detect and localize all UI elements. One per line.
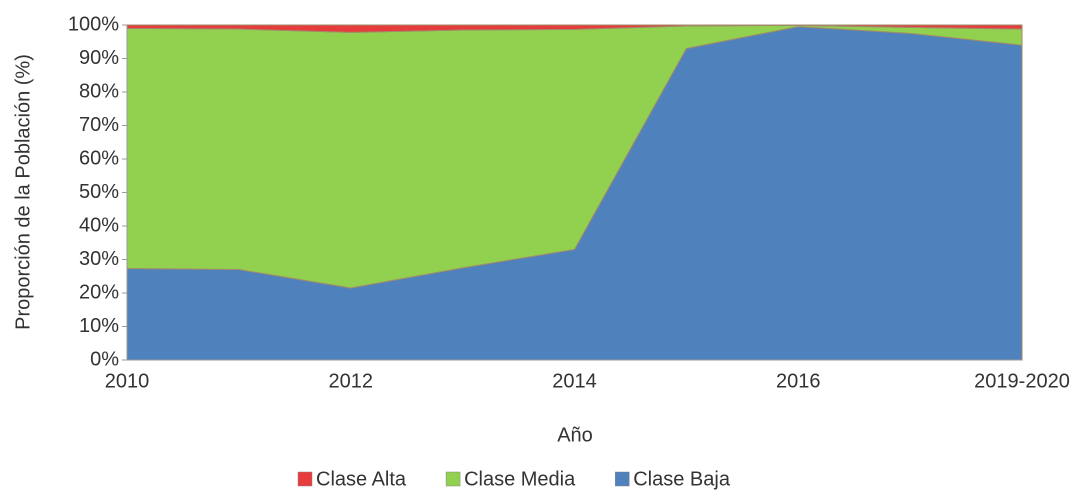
y-tick-label: 40% [79, 214, 119, 236]
y-tick-label: 80% [79, 80, 119, 102]
y-tick-label: 70% [79, 114, 119, 136]
area [126, 24, 1023, 33]
y-tick-label: 0% [90, 348, 119, 370]
y-tick-label: 60% [79, 147, 119, 169]
y-tick-label: 10% [79, 315, 119, 337]
y-axis-label: Proporción de la Población (%) [12, 54, 34, 330]
x-tick-label: 2016 [776, 370, 821, 392]
legend-swatch [614, 471, 630, 487]
y-tick-label: 90% [79, 47, 119, 69]
x-tick-label: 2014 [552, 370, 597, 392]
y-tick-label: 20% [79, 281, 119, 303]
y-tick-label: 100% [68, 13, 119, 35]
legend-label: Clase Media [464, 468, 576, 490]
y-tick-label: 30% [79, 248, 119, 270]
legend-swatch [297, 471, 313, 487]
x-tick-label: 2012 [329, 370, 374, 392]
legend-swatch [445, 471, 461, 487]
x-tick-label: 2019-2020 [974, 370, 1070, 392]
legend-label: Clase Alta [316, 468, 407, 490]
y-tick-label: 50% [79, 181, 119, 203]
x-tick-label: 2010 [105, 370, 150, 392]
legend-label: Clase Baja [633, 468, 731, 490]
x-axis-label: Año [557, 424, 593, 446]
